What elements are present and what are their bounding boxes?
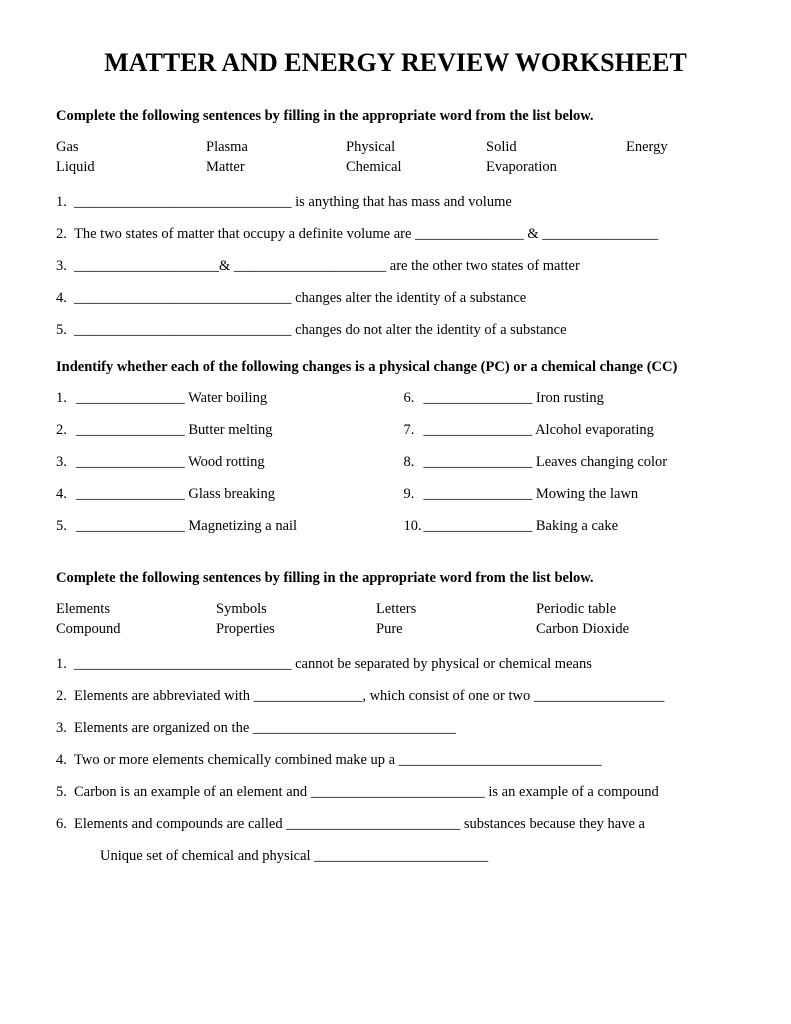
question-item: 3.Elements are organized on the ________… — [56, 720, 735, 737]
question-item: 2.Elements are abbreviated with ________… — [56, 688, 735, 705]
change-text: _______________ Iron rusting — [424, 390, 604, 406]
question-item: 3.____________________& ________________… — [56, 258, 735, 275]
question-item: 4.Two or more elements chemically combin… — [56, 752, 735, 769]
question-text: Two or more elements chemically combined… — [74, 752, 602, 768]
wordbank-item: Energy — [626, 139, 735, 156]
question-number: 7. — [404, 422, 424, 439]
wordbank-item: Periodic table — [536, 601, 735, 618]
wordbank-item: Pure — [376, 621, 536, 638]
wordbank-item: Liquid — [56, 159, 206, 176]
wordbank-item: Letters — [376, 601, 536, 618]
section3-questions: 1.______________________________ cannot … — [56, 656, 735, 865]
wordbank-item: Properties — [216, 621, 376, 638]
question-number: 1. — [56, 656, 74, 673]
question-number: 5. — [56, 518, 76, 535]
question-text: Elements are abbreviated with __________… — [74, 688, 664, 704]
question-number: 3. — [56, 454, 76, 471]
question-item: 6.Elements and compounds are called ____… — [56, 816, 735, 865]
section3-wordbank: Elements Symbols Letters Periodic table … — [56, 601, 735, 638]
question-number: 6. — [56, 816, 74, 833]
wordbank-item: Symbols — [216, 601, 376, 618]
change-item: 7._______________ Alcohol evaporating — [404, 422, 736, 439]
question-number: 3. — [56, 258, 74, 275]
change-item: 9._______________ Mowing the lawn — [404, 486, 736, 503]
change-text: _______________ Mowing the lawn — [424, 486, 639, 502]
change-item: 4._______________ Glass breaking — [56, 486, 388, 503]
wordbank-item: Evaporation — [486, 159, 626, 176]
change-item: 3._______________ Wood rotting — [56, 454, 388, 471]
question-number: 5. — [56, 784, 74, 801]
worksheet-page: MATTER AND ENERGY REVIEW WORKSHEET Compl… — [0, 0, 791, 1024]
question-item: 4.______________________________ changes… — [56, 290, 735, 307]
section1-questions: 1.______________________________ is anyt… — [56, 194, 735, 339]
change-text: _______________ Glass breaking — [76, 486, 275, 502]
change-text: _______________ Leaves changing color — [424, 454, 668, 470]
change-item: 1._______________ Water boiling — [56, 390, 388, 407]
question-number: 2. — [56, 226, 74, 243]
question-number: 10. — [404, 518, 424, 535]
change-text: _______________ Magnetizing a nail — [76, 518, 297, 534]
wordbank-item: Elements — [56, 601, 216, 618]
change-text: _______________ Butter melting — [76, 422, 273, 438]
change-text: _______________ Baking a cake — [424, 518, 619, 534]
question-continuation: Unique set of chemical and physical ____… — [78, 848, 735, 865]
section1-instruction: Complete the following sentences by fill… — [56, 108, 735, 125]
question-text: ______________________________ cannot be… — [74, 656, 592, 672]
question-number: 5. — [56, 322, 74, 339]
section1-wordbank: Gas Plasma Physical Solid Energy Liquid … — [56, 139, 735, 176]
wordbank-item: Matter — [206, 159, 346, 176]
question-item: 1.______________________________ is anyt… — [56, 194, 735, 211]
section2-right-list: 6._______________ Iron rusting 7._______… — [404, 390, 736, 550]
question-number: 9. — [404, 486, 424, 503]
question-number: 4. — [56, 290, 74, 307]
section3-instruction: Complete the following sentences by fill… — [56, 570, 735, 587]
question-text: ______________________________ changes d… — [74, 322, 567, 338]
question-text: ______________________________ is anythi… — [74, 194, 512, 210]
question-text: ______________________________ changes a… — [74, 290, 526, 306]
question-item: 2.The two states of matter that occupy a… — [56, 226, 735, 243]
change-text: _______________ Alcohol evaporating — [424, 422, 654, 438]
change-item: 2._______________ Butter melting — [56, 422, 388, 439]
question-item: 5.Carbon is an example of an element and… — [56, 784, 735, 801]
question-number: 8. — [404, 454, 424, 471]
question-text: The two states of matter that occupy a d… — [74, 226, 658, 242]
wordbank-item: Compound — [56, 621, 216, 638]
wordbank-item: Chemical — [346, 159, 486, 176]
wordbank-item: Carbon Dioxide — [536, 621, 735, 638]
question-number: 3. — [56, 720, 74, 737]
wordbank-item: Gas — [56, 139, 206, 156]
change-item: 8._______________ Leaves changing color — [404, 454, 736, 471]
question-text: Carbon is an example of an element and _… — [74, 784, 659, 800]
question-text: Elements and compounds are called ______… — [74, 816, 645, 832]
question-number: 4. — [56, 752, 74, 769]
change-item: 6._______________ Iron rusting — [404, 390, 736, 407]
wordbank-item: Physical — [346, 139, 486, 156]
change-text: _______________ Wood rotting — [76, 454, 265, 470]
change-text: _______________ Water boiling — [76, 390, 267, 406]
question-item: 5.______________________________ changes… — [56, 322, 735, 339]
question-number: 6. — [404, 390, 424, 407]
question-number: 4. — [56, 486, 76, 503]
question-number: 1. — [56, 390, 76, 407]
page-title: MATTER AND ENERGY REVIEW WORKSHEET — [56, 48, 735, 78]
wordbank-item: Solid — [486, 139, 626, 156]
section2-left-list: 1._______________ Water boiling 2.______… — [56, 390, 388, 550]
wordbank-item: Plasma — [206, 139, 346, 156]
section2-columns: 1._______________ Water boiling 2.______… — [56, 390, 735, 550]
change-item: 5._______________ Magnetizing a nail — [56, 518, 388, 535]
question-number: 2. — [56, 422, 76, 439]
question-text: Elements are organized on the __________… — [74, 720, 456, 736]
question-text: ____________________& __________________… — [74, 258, 580, 274]
change-item: 10._______________ Baking a cake — [404, 518, 736, 535]
question-number: 1. — [56, 194, 74, 211]
section2-instruction: Indentify whether each of the following … — [56, 359, 735, 376]
question-number: 2. — [56, 688, 74, 705]
question-item: 1.______________________________ cannot … — [56, 656, 735, 673]
